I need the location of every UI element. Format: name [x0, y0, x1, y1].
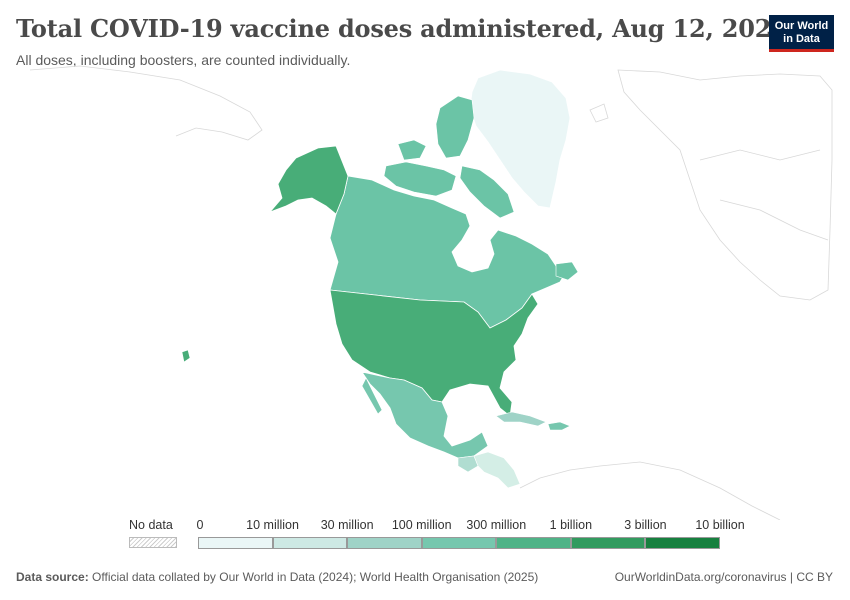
- legend-no-data-label: No data: [129, 518, 173, 532]
- legend-tick-label: 30 million: [320, 518, 374, 532]
- region-hispaniola[interactable]: [547, 421, 571, 431]
- region-canada-arctic-1[interactable]: [435, 95, 475, 159]
- legend-swatch[interactable]: [645, 537, 720, 549]
- legend-swatch[interactable]: [198, 537, 273, 549]
- legend-swatch[interactable]: [496, 537, 571, 549]
- legend-tick-label: 1 billion: [549, 518, 593, 532]
- footer-source: Data source: Official data collated by O…: [16, 570, 538, 584]
- legend-swatch[interactable]: [570, 537, 646, 549]
- logo-line-1: Our World: [774, 20, 829, 32]
- chart-title: Total COVID-19 vaccine doses administere…: [16, 14, 788, 43]
- region-canada-arctic-2[interactable]: [397, 139, 427, 161]
- footer-source-text[interactable]: Official data collated by Our World in D…: [92, 570, 539, 584]
- owid-logo[interactable]: Our World in Data: [769, 15, 834, 52]
- legend-tick-label: 100 million: [391, 518, 452, 532]
- map-canvas[interactable]: [0, 60, 850, 520]
- region-canada-arctic-3[interactable]: [383, 161, 457, 197]
- region-mexico[interactable]: [361, 371, 489, 459]
- background-land: [29, 65, 833, 520]
- legend-no-data-swatch[interactable]: [129, 537, 177, 548]
- region-canada-arctic-4[interactable]: [459, 165, 515, 219]
- legend-tick-label: 10 billion: [695, 518, 745, 532]
- legend-tick-label: 10 million: [246, 518, 299, 532]
- footer-url[interactable]: OurWorldinData.org/coronavirus | CC BY: [614, 570, 833, 584]
- legend-swatch[interactable]: [347, 537, 422, 549]
- legend-tick-label: 3 billion: [624, 518, 667, 532]
- region-alaska[interactable]: [269, 145, 349, 215]
- legend-tick-label: 0: [196, 518, 204, 532]
- region-baja[interactable]: [361, 377, 383, 415]
- footer-source-label: Data source:: [16, 570, 89, 584]
- region-guatemala[interactable]: [457, 455, 479, 473]
- region-newfoundland[interactable]: [555, 261, 579, 281]
- region-cuba[interactable]: [495, 411, 547, 427]
- legend-tick-label: 300 million: [466, 518, 527, 532]
- region-hawaii[interactable]: [181, 349, 191, 363]
- logo-line-2: in Data: [783, 33, 820, 45]
- region-central-america[interactable]: [473, 451, 521, 489]
- legend-swatch[interactable]: [272, 537, 348, 549]
- legend-swatch[interactable]: [421, 537, 497, 549]
- chart-subtitle: All doses, including boosters, are count…: [16, 52, 351, 68]
- region-greenland[interactable]: [469, 69, 571, 209]
